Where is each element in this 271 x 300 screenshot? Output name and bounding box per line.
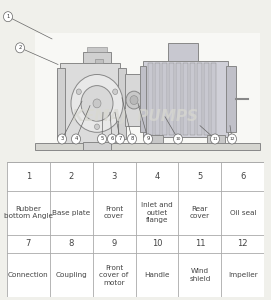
Text: 10: 10 [152, 239, 162, 248]
Text: Connection: Connection [8, 272, 49, 278]
Circle shape [95, 124, 99, 130]
Text: 8: 8 [69, 239, 74, 248]
Text: Wind
shield: Wind shield [189, 268, 211, 282]
Text: 2: 2 [69, 172, 74, 181]
Circle shape [93, 99, 101, 108]
Bar [148, 63, 153, 134]
Bar [35, 143, 260, 150]
Bar [143, 61, 228, 137]
Circle shape [127, 134, 137, 144]
Bar [60, 63, 120, 143]
Circle shape [81, 85, 113, 121]
Bar [226, 66, 236, 132]
Text: 4: 4 [74, 136, 78, 142]
Circle shape [173, 134, 182, 144]
Text: 7: 7 [25, 239, 31, 248]
Circle shape [15, 43, 24, 53]
Text: 6: 6 [240, 172, 246, 181]
Text: 9: 9 [146, 136, 150, 142]
Text: 4: 4 [154, 172, 160, 181]
Bar [169, 63, 174, 134]
Text: 8: 8 [130, 136, 134, 142]
Text: 9: 9 [111, 239, 117, 248]
Circle shape [211, 134, 220, 144]
Circle shape [113, 89, 118, 94]
Bar [125, 74, 143, 126]
Circle shape [115, 134, 124, 144]
Circle shape [98, 134, 107, 144]
Text: 1: 1 [25, 172, 31, 181]
Bar [211, 63, 216, 134]
Bar [95, 59, 103, 63]
Text: 12: 12 [229, 137, 235, 141]
Circle shape [227, 134, 237, 144]
Text: Impeller: Impeller [228, 272, 258, 278]
Bar [207, 134, 225, 143]
Text: 3: 3 [111, 172, 117, 181]
Bar [155, 63, 160, 134]
Circle shape [144, 134, 153, 144]
Bar [87, 47, 107, 52]
Text: 2: 2 [18, 45, 22, 50]
Text: 6: 6 [110, 136, 114, 142]
Text: 11: 11 [212, 137, 218, 141]
Bar [176, 63, 181, 134]
Circle shape [4, 12, 12, 22]
Text: Handle: Handle [144, 272, 170, 278]
Circle shape [72, 134, 80, 144]
Circle shape [130, 96, 138, 104]
Text: 5: 5 [100, 136, 104, 142]
Text: Rubber
bottom Angle: Rubber bottom Angle [4, 206, 53, 219]
Text: 1: 1 [6, 14, 10, 19]
Text: Base plate: Base plate [52, 210, 90, 216]
Bar [190, 63, 195, 134]
Bar [35, 33, 260, 150]
Text: Front
cover: Front cover [104, 206, 124, 219]
Bar [145, 134, 163, 143]
Bar [140, 66, 146, 132]
Bar [83, 52, 111, 63]
Bar [57, 68, 65, 139]
Bar [197, 63, 202, 134]
Bar [183, 63, 188, 134]
Circle shape [57, 134, 66, 144]
Bar [162, 63, 167, 134]
Bar [204, 63, 209, 134]
Bar [118, 68, 126, 139]
Text: Oil seal: Oil seal [230, 210, 256, 216]
Text: 10: 10 [175, 137, 181, 141]
Text: 7: 7 [118, 136, 122, 142]
Text: Coupling: Coupling [55, 272, 87, 278]
Circle shape [76, 89, 81, 94]
Circle shape [71, 74, 123, 132]
Text: 5: 5 [197, 172, 202, 181]
Text: Rear
cover: Rear cover [190, 206, 210, 219]
Circle shape [126, 91, 142, 109]
Text: Inlet and
outlet
flange: Inlet and outlet flange [141, 202, 173, 223]
Bar [83, 142, 111, 150]
Circle shape [108, 134, 117, 144]
Text: 3: 3 [60, 136, 64, 142]
Text: 11: 11 [195, 239, 205, 248]
Text: 12: 12 [237, 239, 248, 248]
Text: KEMAJ  PUMPS: KEMAJ PUMPS [72, 109, 198, 124]
Bar [168, 44, 198, 61]
Text: Front
cover of
motor: Front cover of motor [99, 265, 129, 286]
